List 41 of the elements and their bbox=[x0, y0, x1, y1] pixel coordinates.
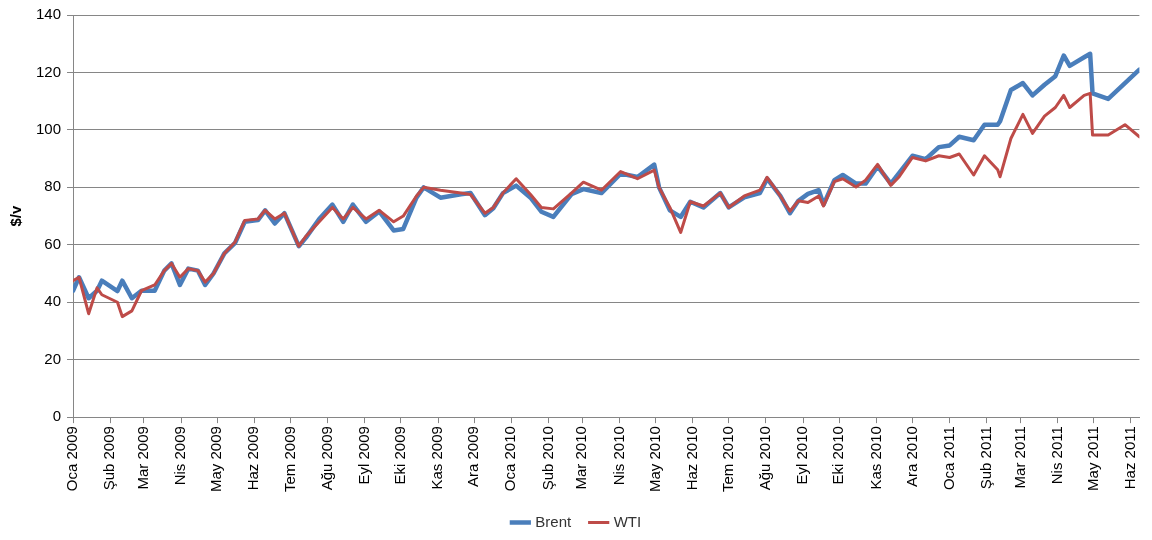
x-tick-label: Mar 2009 bbox=[134, 426, 152, 490]
x-tick-label: Kas 2010 bbox=[866, 426, 884, 490]
x-tick-label: Haz 2010 bbox=[682, 426, 700, 491]
x-tick-label: Oca 2009 bbox=[63, 426, 81, 492]
x-tick-label: Oca 2010 bbox=[501, 426, 519, 492]
x-tick-label: Eki 2010 bbox=[829, 426, 847, 485]
x-tick-label: May 2009 bbox=[207, 426, 225, 492]
x-tick-label: Eki 2009 bbox=[391, 426, 408, 485]
y-tick-label: 100 bbox=[36, 120, 62, 138]
x-tick-label: Şub 2010 bbox=[538, 426, 556, 491]
y-tick-label: 40 bbox=[44, 292, 62, 310]
y-tick-label: 60 bbox=[44, 234, 62, 252]
x-tick-label: Ara 2010 bbox=[902, 426, 920, 488]
x-tick-label: May 2010 bbox=[645, 426, 663, 492]
x-tick-label: Eyl 2010 bbox=[793, 426, 811, 485]
x-tick-label: Mar 2011 bbox=[1010, 426, 1028, 489]
y-tick-label: 0 bbox=[52, 407, 62, 425]
y-axis-title: $/v bbox=[7, 204, 25, 227]
x-tick-label: Haz 2011 bbox=[1121, 426, 1139, 490]
x-tick-label: Kas 2009 bbox=[428, 426, 446, 490]
x-tick-label: Nis 2010 bbox=[609, 426, 627, 486]
x-tick-label: Ara 2009 bbox=[464, 426, 482, 488]
y-tick-label: 140 bbox=[36, 5, 62, 23]
x-tick-label: Ağu 2010 bbox=[756, 426, 774, 491]
x-tick-label: Şub 2011 bbox=[977, 426, 995, 490]
x-tick-label: Oca 2011 bbox=[939, 426, 957, 491]
x-tick-label: Eyl 2009 bbox=[354, 426, 372, 485]
y-tick-label: 20 bbox=[44, 349, 62, 367]
y-tick-label: 80 bbox=[44, 177, 62, 195]
x-tick-label: Haz 2009 bbox=[244, 426, 262, 491]
x-tick-label: Nis 2009 bbox=[171, 426, 189, 486]
y-tick-label: 120 bbox=[36, 62, 62, 80]
x-tick-label: Mar 2010 bbox=[572, 426, 590, 490]
x-tick-label: Nis 2011 bbox=[1047, 426, 1065, 485]
legend-label: Brent bbox=[535, 512, 573, 530]
x-tick-label: Tem 2010 bbox=[718, 426, 736, 492]
x-tick-label: May 2011 bbox=[1083, 426, 1101, 491]
legend-label: WTI bbox=[613, 512, 642, 530]
x-tick-label: Ağu 2009 bbox=[317, 426, 335, 491]
x-tick-label: Tem 2009 bbox=[280, 426, 298, 492]
x-tick-label: Şub 2009 bbox=[100, 426, 118, 491]
